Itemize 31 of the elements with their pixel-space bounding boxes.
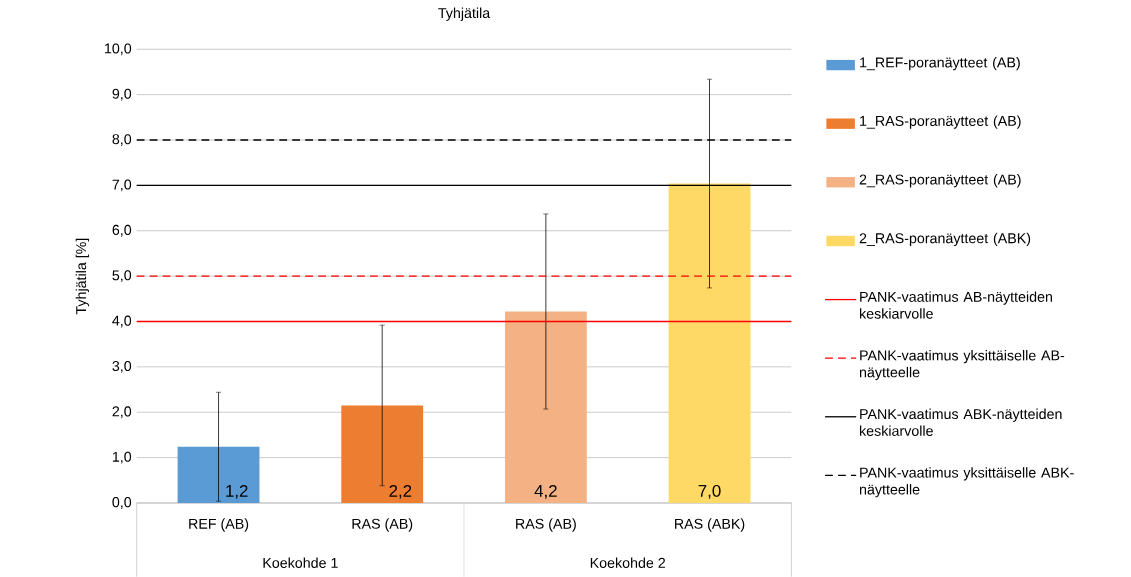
legend-label: PANK-vaatimus AB-näytteiden keskiarvolle bbox=[859, 291, 1052, 319]
legend-label: PANK-vaatimus yksittäiselle AB-näytteelle bbox=[859, 350, 1065, 381]
y-tick-label: 3,0 bbox=[112, 361, 132, 373]
x-tick-label: RAS (AB) bbox=[352, 518, 413, 532]
y-tick-label: 8,0 bbox=[112, 134, 132, 146]
legend-label: 2_RAS-poranäytteet (AB) bbox=[859, 174, 1021, 188]
data-label: 2,2 bbox=[389, 484, 412, 499]
legend-label: PANK-vaatimus ABK-näytteiden keskiarvolle bbox=[859, 408, 1062, 436]
y-tick-label: 7,0 bbox=[112, 179, 132, 192]
data-label: 7,0 bbox=[698, 484, 721, 499]
text: Koekohde 2 bbox=[590, 557, 666, 569]
y-tick-label: 1,0 bbox=[112, 451, 132, 464]
data-label: 4,2 bbox=[534, 484, 557, 499]
legend-label: 1_RAS-poranäytteet (AB) bbox=[860, 115, 1021, 129]
chart-title: Tyhjätila bbox=[438, 7, 491, 21]
y-tick-label: 4,0 bbox=[112, 315, 132, 328]
y-tick-label: 5,0 bbox=[112, 270, 132, 283]
legend-label: 1_REF-poranäytteet (AB) bbox=[860, 57, 1020, 71]
y-axis-title: Tyhjätila [%] bbox=[75, 238, 89, 315]
x-tick-label: RAS (ABK) bbox=[675, 518, 745, 532]
legend-label: PANK-vaatimus yksittäiselle ABK-näytteelle bbox=[859, 467, 1074, 498]
y-tick-label: 0,0 bbox=[112, 497, 132, 509]
data-label: 1,2 bbox=[226, 484, 248, 499]
y-tick-label: 9,0 bbox=[112, 88, 132, 101]
text: Koekohde 1 bbox=[263, 557, 338, 569]
y-tick-label: 10,0 bbox=[105, 43, 132, 56]
y-tick-label: 6,0 bbox=[112, 224, 132, 237]
x-tick-label: REF (AB) bbox=[189, 518, 249, 532]
y-tick-label: 2,0 bbox=[112, 406, 132, 419]
x-tick-label: RAS (AB) bbox=[516, 518, 576, 532]
legend-label: 2_RAS-poranäytteet (ABK) bbox=[859, 232, 1031, 247]
